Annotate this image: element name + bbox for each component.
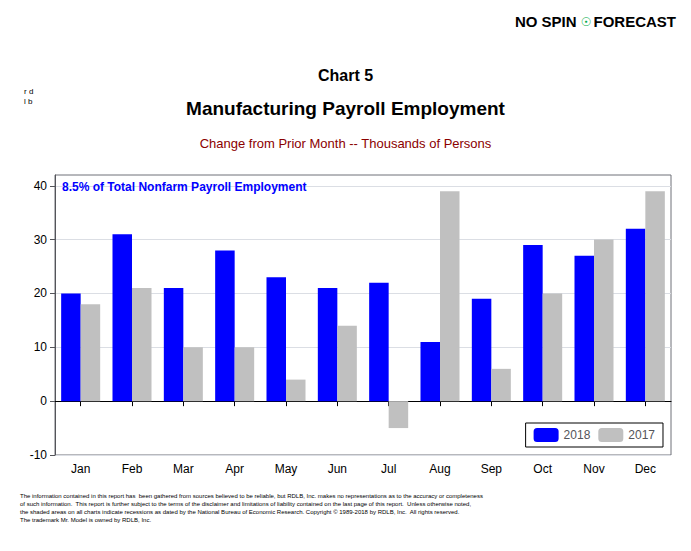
svg-text:Jul: Jul xyxy=(381,462,396,476)
svg-text:40: 40 xyxy=(34,179,48,193)
svg-text:Aug: Aug xyxy=(429,462,450,476)
svg-text:l b: l b xyxy=(24,97,33,106)
svg-text:8.5% of Total Nonfarm Payroll: 8.5% of Total Nonfarm Payroll Employment xyxy=(62,180,307,194)
svg-text:30: 30 xyxy=(34,233,48,247)
svg-text:Sep: Sep xyxy=(481,462,503,476)
svg-text:2017: 2017 xyxy=(628,428,655,442)
svg-text:20: 20 xyxy=(34,286,48,300)
svg-text:Mar: Mar xyxy=(173,462,194,476)
svg-text:☉: ☉ xyxy=(581,15,592,29)
svg-text:0: 0 xyxy=(40,394,47,408)
svg-text:May: May xyxy=(275,462,298,476)
svg-text:Dec: Dec xyxy=(635,462,656,476)
svg-text:The information contained in t: The information contained in this report… xyxy=(20,493,483,499)
svg-text:Chart 5: Chart 5 xyxy=(318,67,373,84)
svg-text:Jan: Jan xyxy=(71,462,90,476)
svg-text:r d: r d xyxy=(24,87,33,96)
svg-text:Feb: Feb xyxy=(122,462,143,476)
svg-text:Jun: Jun xyxy=(328,462,347,476)
svg-text:FORECAST: FORECAST xyxy=(594,13,677,30)
svg-text:Apr: Apr xyxy=(225,462,244,476)
svg-text:the shaded areas on all charts: the shaded areas on all charts indicate … xyxy=(20,509,460,515)
svg-text:Change from Prior Month -- Tho: Change from Prior Month -- Thousands of … xyxy=(200,136,492,151)
svg-text:2018: 2018 xyxy=(564,428,591,442)
svg-text:10: 10 xyxy=(34,340,48,354)
svg-text:Manufacturing Payroll Employme: Manufacturing Payroll Employment xyxy=(186,98,505,119)
svg-text:Nov: Nov xyxy=(583,462,604,476)
svg-text:NO SPIN: NO SPIN xyxy=(515,13,581,30)
svg-text:Oct: Oct xyxy=(533,462,552,476)
svg-text:of such information. This rep: of such information. This report is furt… xyxy=(20,501,471,507)
svg-text:-10: -10 xyxy=(30,448,48,462)
svg-text:The trademark Mr. Model is own: The trademark Mr. Model is owned by RDLB… xyxy=(20,517,151,523)
